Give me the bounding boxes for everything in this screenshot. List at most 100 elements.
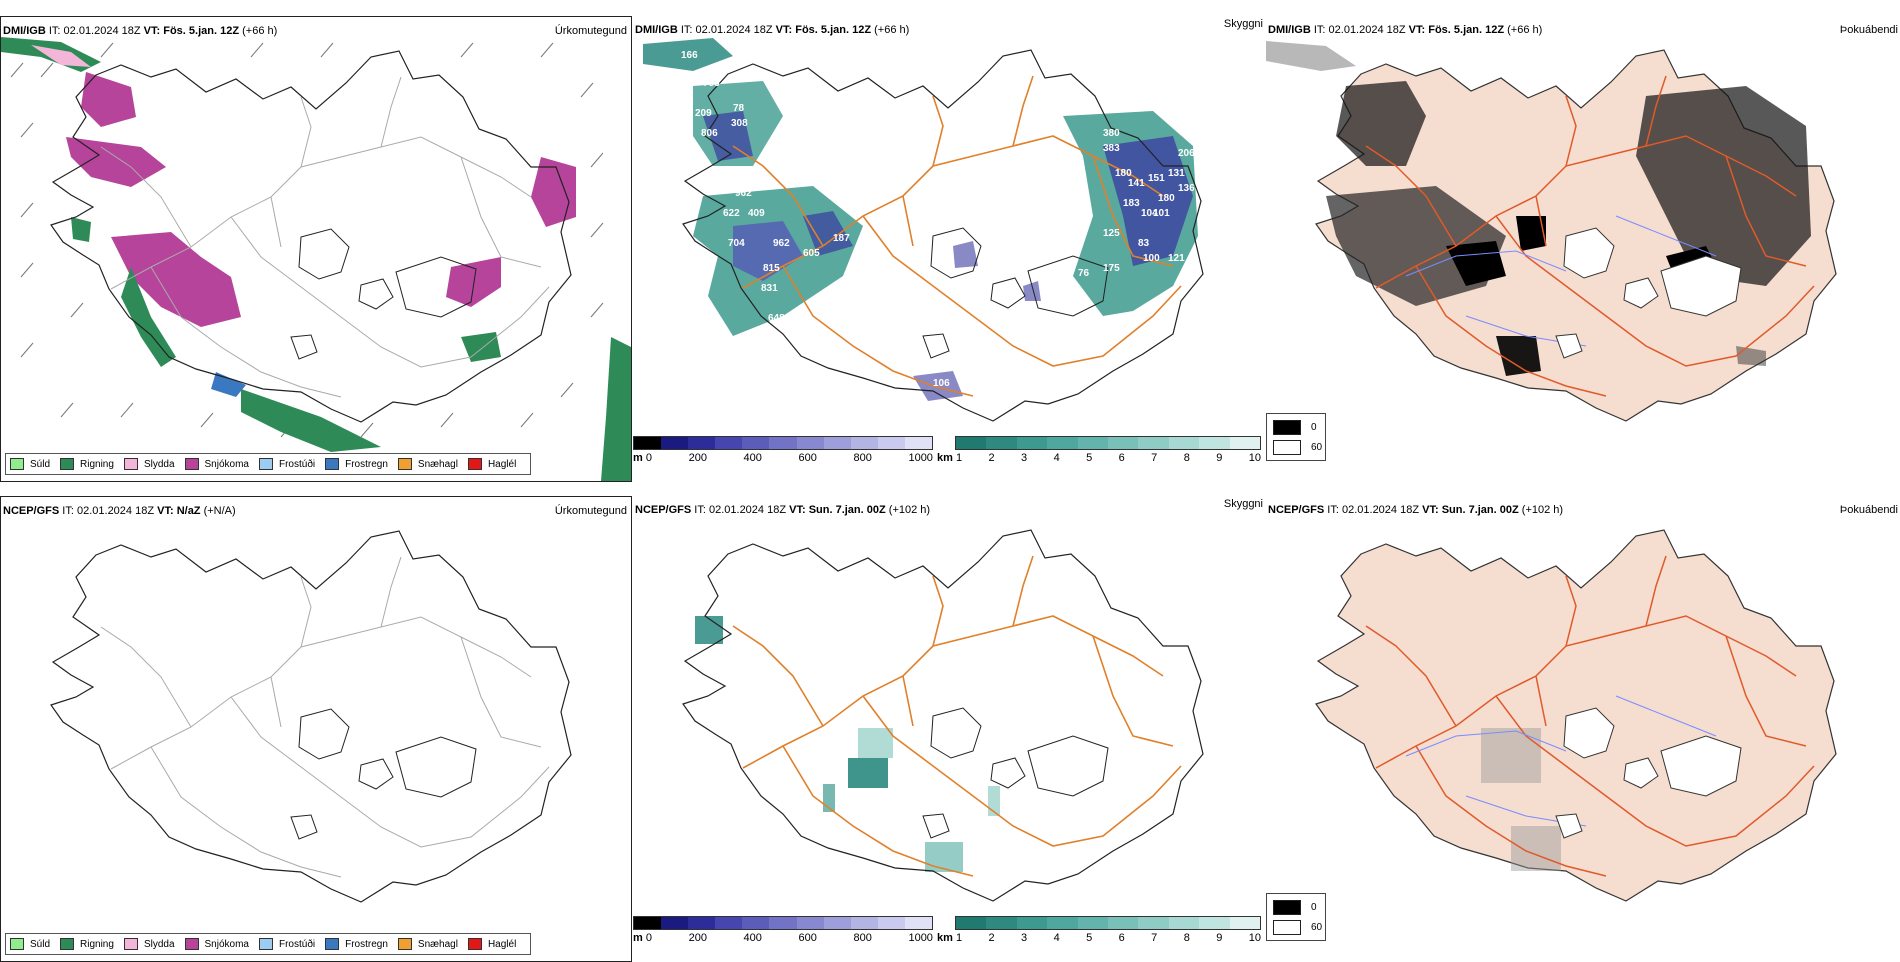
precip-panel-row1: DMI/IGB IT: 02.01.2024 18Z VT: Fös. 5.ja… — [0, 16, 632, 482]
vis-tick: 9 — [1216, 932, 1223, 944]
legend-swatch — [123, 938, 138, 950]
vis-tick: 4 — [1053, 932, 1060, 944]
visibility-value: 409 — [748, 208, 765, 219]
precip-legend-item: Súld — [10, 938, 50, 950]
vis-tick: 5 — [1086, 452, 1093, 464]
panel-title: Skyggni — [1223, 498, 1263, 510]
elevation-colorbar-labels: m 0 200 400 600 800 1000 — [633, 452, 933, 464]
visibility-value: 16 — [683, 208, 695, 219]
precip-legend-item: Frostúði — [258, 458, 316, 470]
visibility-areas — [695, 616, 1000, 872]
vis-tick: 7 — [1151, 932, 1158, 944]
vis-tick: 5 — [1086, 932, 1093, 944]
legend-label: Rigning — [80, 458, 114, 470]
legend-label: Snjókoma — [204, 938, 249, 950]
visibility-panel-row1: DMI/IGB IT: 02.01.2024 18Z VT: Fös. 5.ja… — [633, 16, 1265, 482]
legend-swatch — [123, 458, 138, 470]
legend-label: Snæhagl — [417, 458, 458, 470]
visibility-value: 209 — [695, 108, 712, 119]
precip-legend-item: Snæhagl — [397, 938, 458, 950]
fog-map — [1266, 41, 1837, 422]
precip-legend-item: Frostúði — [258, 938, 315, 950]
visibility-value: 151 — [1148, 173, 1165, 184]
panel-header: DMI/IGB IT: 02.01.2024 18Z VT: Fös. 5.ja… — [635, 24, 910, 36]
elev-tick: 1000 — [908, 932, 933, 944]
panel-title: Skyggni — [1223, 18, 1263, 30]
vis-tick: 3 — [1021, 932, 1028, 944]
fog-legend-item: 0 — [1273, 900, 1317, 915]
legend-swatch — [467, 458, 482, 470]
visibility-value: 100 — [1143, 253, 1160, 264]
visibility-colorbar — [955, 916, 1261, 930]
legend-swatch — [184, 458, 199, 470]
elev-tick: 800 — [853, 932, 872, 944]
visibility-value: 76 — [1078, 268, 1090, 279]
visibility-value: 704 — [728, 238, 745, 249]
panel-header: NCEP/GFS IT: 02.01.2024 18Z VT: Sun. 7.j… — [1268, 504, 1564, 516]
vis-tick: 4 — [1053, 452, 1060, 464]
precip-legend-item: Rigning — [60, 458, 114, 470]
precip-type-legend: Súld Rigning Slydda Snjókoma Frostúði Frostre… — [5, 453, 532, 475]
panel-header: NCEP/GFS IT: 02.01.2024 18Z VT: Sun. 7.j… — [635, 504, 931, 516]
panel-title: Þokuábendi — [1839, 504, 1898, 516]
visibility-value: 83 — [1138, 238, 1150, 249]
legend-label: Frostregn — [345, 458, 388, 470]
visibility-colorbar — [955, 436, 1261, 450]
visibility-areas — [643, 38, 1198, 401]
legend-swatch — [258, 458, 273, 470]
fog-map — [1315, 529, 1837, 902]
visibility-panel-row2: NCEP/GFS IT: 02.01.2024 18Z VT: Sun. 7.j… — [633, 496, 1265, 962]
vis-tick: 2 — [988, 452, 995, 464]
visibility-value: 125 — [1103, 228, 1120, 239]
precip-legend-item: Súld — [10, 458, 50, 470]
vis-unit: km 1 — [937, 932, 963, 944]
visibility-value: 308 — [731, 118, 748, 129]
legend-swatch — [60, 458, 75, 470]
visibility-value: 605 — [803, 248, 820, 259]
legend-label: Snæhagl — [417, 938, 458, 950]
fog-legend-item: 60 — [1273, 440, 1322, 455]
visibility-value: 131 — [1168, 168, 1185, 179]
fog-panel-row2: NCEP/GFS IT: 02.01.2024 18Z VT: Sun. 7.j… — [1266, 496, 1898, 962]
visibility-value: 380 — [1103, 128, 1120, 139]
vis-tick: 10 — [1248, 452, 1261, 464]
visibility-value: 121 — [1168, 253, 1185, 264]
legend-label: Frostúði — [278, 458, 316, 470]
visibility-value: 141 — [1128, 178, 1145, 189]
fog-legend: 0 60 — [1266, 413, 1326, 461]
panel-header: DMI/IGB IT: 02.01.2024 18Z VT: Fös. 5.ja… — [3, 25, 278, 37]
visibility-value: 180 — [1115, 168, 1132, 179]
precip-legend-item: Snjókoma — [184, 458, 249, 470]
legend-label: Haglél — [487, 458, 517, 470]
precip-panel-row2: NCEP/GFS IT: 02.01.2024 18Z VT: N/aZ (+N… — [0, 496, 632, 962]
visibility-value: 183 — [1123, 198, 1140, 209]
precip-legend-item: Snjókoma — [184, 938, 249, 950]
precip-areas — [1, 37, 631, 481]
visibility-value: 831 — [761, 283, 778, 294]
vis-tick: 2 — [988, 932, 995, 944]
precip-legend-item: Frostregn — [325, 938, 388, 950]
legend-swatch — [10, 458, 24, 470]
elev-tick: 600 — [798, 452, 817, 464]
visibility-map — [682, 529, 1204, 902]
elev-tick: 800 — [853, 452, 872, 464]
vis-tick: 10 — [1248, 932, 1261, 944]
fog-legend-item: 0 — [1273, 420, 1317, 435]
visibility-value-labels: 783 209 806 308 78 962 16 622 409 704 962 605 187 815… — [681, 50, 1195, 389]
legend-swatch — [397, 458, 412, 470]
fog-panel-row1: DMI/IGB IT: 02.01.2024 18Z VT: Fös. 5.ja… — [1266, 16, 1898, 482]
elev-tick: 600 — [798, 932, 817, 944]
panel-header: NCEP/GFS IT: 02.01.2024 18Z VT: N/aZ (+N… — [3, 505, 236, 517]
elev-unit: m 0 — [633, 932, 652, 944]
elevation-colorbar-labels: m 0 200 400 600 800 1000 — [633, 932, 933, 944]
visibility-map: 783 209 806 308 78 962 16 622 409 704 962 605 187 815… — [643, 38, 1204, 422]
elev-tick: 1000 — [908, 452, 933, 464]
precip-legend-item: Haglél — [467, 938, 516, 950]
visibility-value: 101 — [1153, 208, 1170, 219]
panel-title: Þokuábendi — [1839, 24, 1898, 36]
precip-legend-item: Slydda — [123, 938, 175, 950]
legend-swatch — [184, 938, 199, 950]
panel-title: Úrkomutegund — [554, 25, 627, 37]
visibility-value: 104 — [1141, 208, 1158, 219]
elev-tick: 200 — [688, 452, 707, 464]
